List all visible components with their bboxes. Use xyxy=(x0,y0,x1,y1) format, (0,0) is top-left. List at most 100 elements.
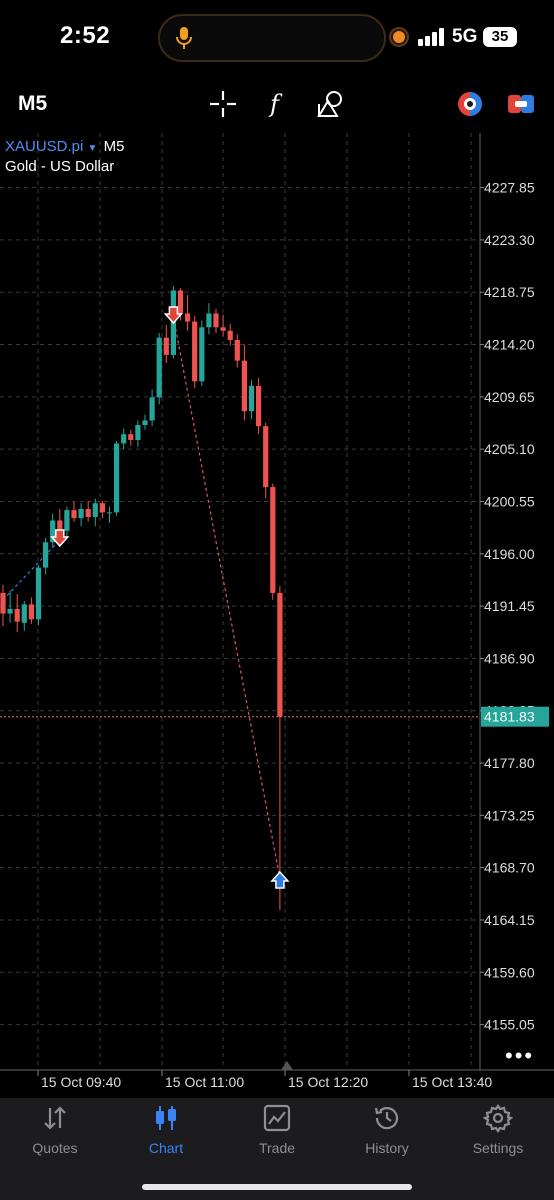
candle xyxy=(21,600,27,631)
price-tick-label: 4218.75 xyxy=(484,284,535,300)
status-time: 2:52 xyxy=(60,22,111,49)
tab-quotes[interactable]: Quotes xyxy=(0,1100,110,1164)
candle-body xyxy=(35,567,42,620)
candle-body xyxy=(128,434,134,440)
candle xyxy=(163,324,169,363)
candle-body xyxy=(7,608,13,614)
candle-body xyxy=(135,425,141,440)
tab-label: Chart xyxy=(148,1140,184,1156)
current-price-label: 4181.83 xyxy=(484,709,535,725)
trade-line xyxy=(2,539,61,601)
candle xyxy=(149,389,155,427)
candle xyxy=(241,344,247,421)
trade-toggle-icon[interactable] xyxy=(503,86,539,122)
candle-body xyxy=(277,592,283,717)
candle-body xyxy=(57,520,63,531)
candle xyxy=(64,506,70,537)
crosshair-icon[interactable] xyxy=(205,86,241,122)
candle-body xyxy=(213,313,219,328)
candle xyxy=(114,441,120,516)
home-indicator xyxy=(142,1184,412,1190)
candle-body xyxy=(220,327,226,331)
tab-history[interactable]: History xyxy=(332,1100,442,1164)
symbol-description: Gold - US Dollar xyxy=(5,158,115,175)
candle-body xyxy=(206,313,212,328)
trade-lines xyxy=(2,316,281,879)
microphone-icon xyxy=(176,26,192,55)
candle-body xyxy=(142,420,148,426)
candle-body xyxy=(92,503,98,517)
candle xyxy=(135,420,141,447)
tab-label: Quotes xyxy=(32,1140,78,1156)
svg-text:f: f xyxy=(268,90,283,118)
tab-bar xyxy=(0,1098,554,1200)
tab-label: Settings xyxy=(472,1140,524,1156)
tab-label: History xyxy=(365,1140,409,1156)
candle-body xyxy=(234,339,240,361)
time-axis: 15 Oct 09:40 15 Oct 11:00 15 Oct 12:20 15 O… xyxy=(37,1061,492,1090)
signal-icon xyxy=(418,28,446,51)
price-tick-label: 4205.10 xyxy=(484,441,535,457)
indicators-icon[interactable]: f xyxy=(260,86,296,122)
candle-body xyxy=(185,313,191,322)
sell-arrow-icon xyxy=(163,306,184,325)
candle xyxy=(106,506,113,523)
price-tick-label: 4191.45 xyxy=(484,598,535,614)
price-tick-label: 4168.70 xyxy=(484,860,535,876)
candle xyxy=(0,584,6,627)
tab-label: Trade xyxy=(258,1140,296,1156)
time-tick-label: 15 Oct 13:40 xyxy=(412,1074,492,1090)
objects-icon[interactable] xyxy=(312,86,348,122)
price-axis: 4227.85 4223.30 4218.75 4214.20 4209.65 4205.… xyxy=(0,180,549,1033)
tab-trade[interactable]: Trade xyxy=(222,1100,332,1164)
candle-body xyxy=(256,385,262,427)
dynamic-island xyxy=(158,14,386,62)
candle-body xyxy=(248,385,255,412)
candle-body xyxy=(199,327,205,382)
candle xyxy=(156,333,162,405)
candle-body xyxy=(263,426,269,488)
candle xyxy=(142,414,148,430)
scroll-marker-icon xyxy=(281,1061,293,1070)
candle-body xyxy=(64,510,70,531)
price-tick-label: 4209.65 xyxy=(484,389,535,405)
candle-body xyxy=(28,604,34,620)
more-options-icon[interactable]: ••• xyxy=(505,1043,535,1068)
one-click-trading-icon[interactable] xyxy=(452,86,488,122)
time-tick-label: 15 Oct 11:00 xyxy=(165,1074,244,1090)
candle-body xyxy=(149,397,155,421)
candle-body xyxy=(71,510,77,519)
tab-chart[interactable]: Chart xyxy=(111,1100,221,1164)
battery-icon: 35 xyxy=(483,27,517,47)
network-type: 5G xyxy=(452,26,478,47)
chart-symbol[interactable]: XAUUSD.pi ▼ M5 xyxy=(5,138,124,155)
candle xyxy=(7,590,13,623)
candle xyxy=(99,500,105,519)
candle-body xyxy=(85,508,91,517)
tab-settings[interactable]: Settings xyxy=(443,1100,553,1164)
price-tick-label: 4159.60 xyxy=(484,964,535,980)
candle xyxy=(14,594,20,632)
price-tick-label: 4177.80 xyxy=(484,755,535,771)
candle-body xyxy=(14,608,20,622)
candle xyxy=(199,320,205,386)
candle xyxy=(270,483,276,600)
candle xyxy=(277,585,283,911)
candle xyxy=(50,513,56,547)
candle xyxy=(78,503,84,527)
dropdown-caret-icon: ▼ xyxy=(87,143,98,154)
price-tick-label: 4155.05 xyxy=(484,1017,535,1033)
price-tick-label: 4164.15 xyxy=(484,912,535,928)
history-icon xyxy=(372,1100,402,1136)
price-tick-label: 4196.00 xyxy=(484,546,535,562)
price-chart[interactable]: 4227.85 4223.30 4218.75 4214.20 4209.65 4205.… xyxy=(0,133,554,1098)
timeframe-button[interactable]: M5 xyxy=(18,92,48,115)
price-tick-label: 4223.30 xyxy=(484,232,535,248)
candle-body xyxy=(121,434,127,444)
candle-body xyxy=(99,503,105,513)
candle xyxy=(213,308,219,334)
trade-line xyxy=(172,316,281,879)
price-tick-label: 4200.55 xyxy=(484,493,535,509)
sell-arrow-icon xyxy=(50,529,70,548)
candle xyxy=(71,502,77,522)
